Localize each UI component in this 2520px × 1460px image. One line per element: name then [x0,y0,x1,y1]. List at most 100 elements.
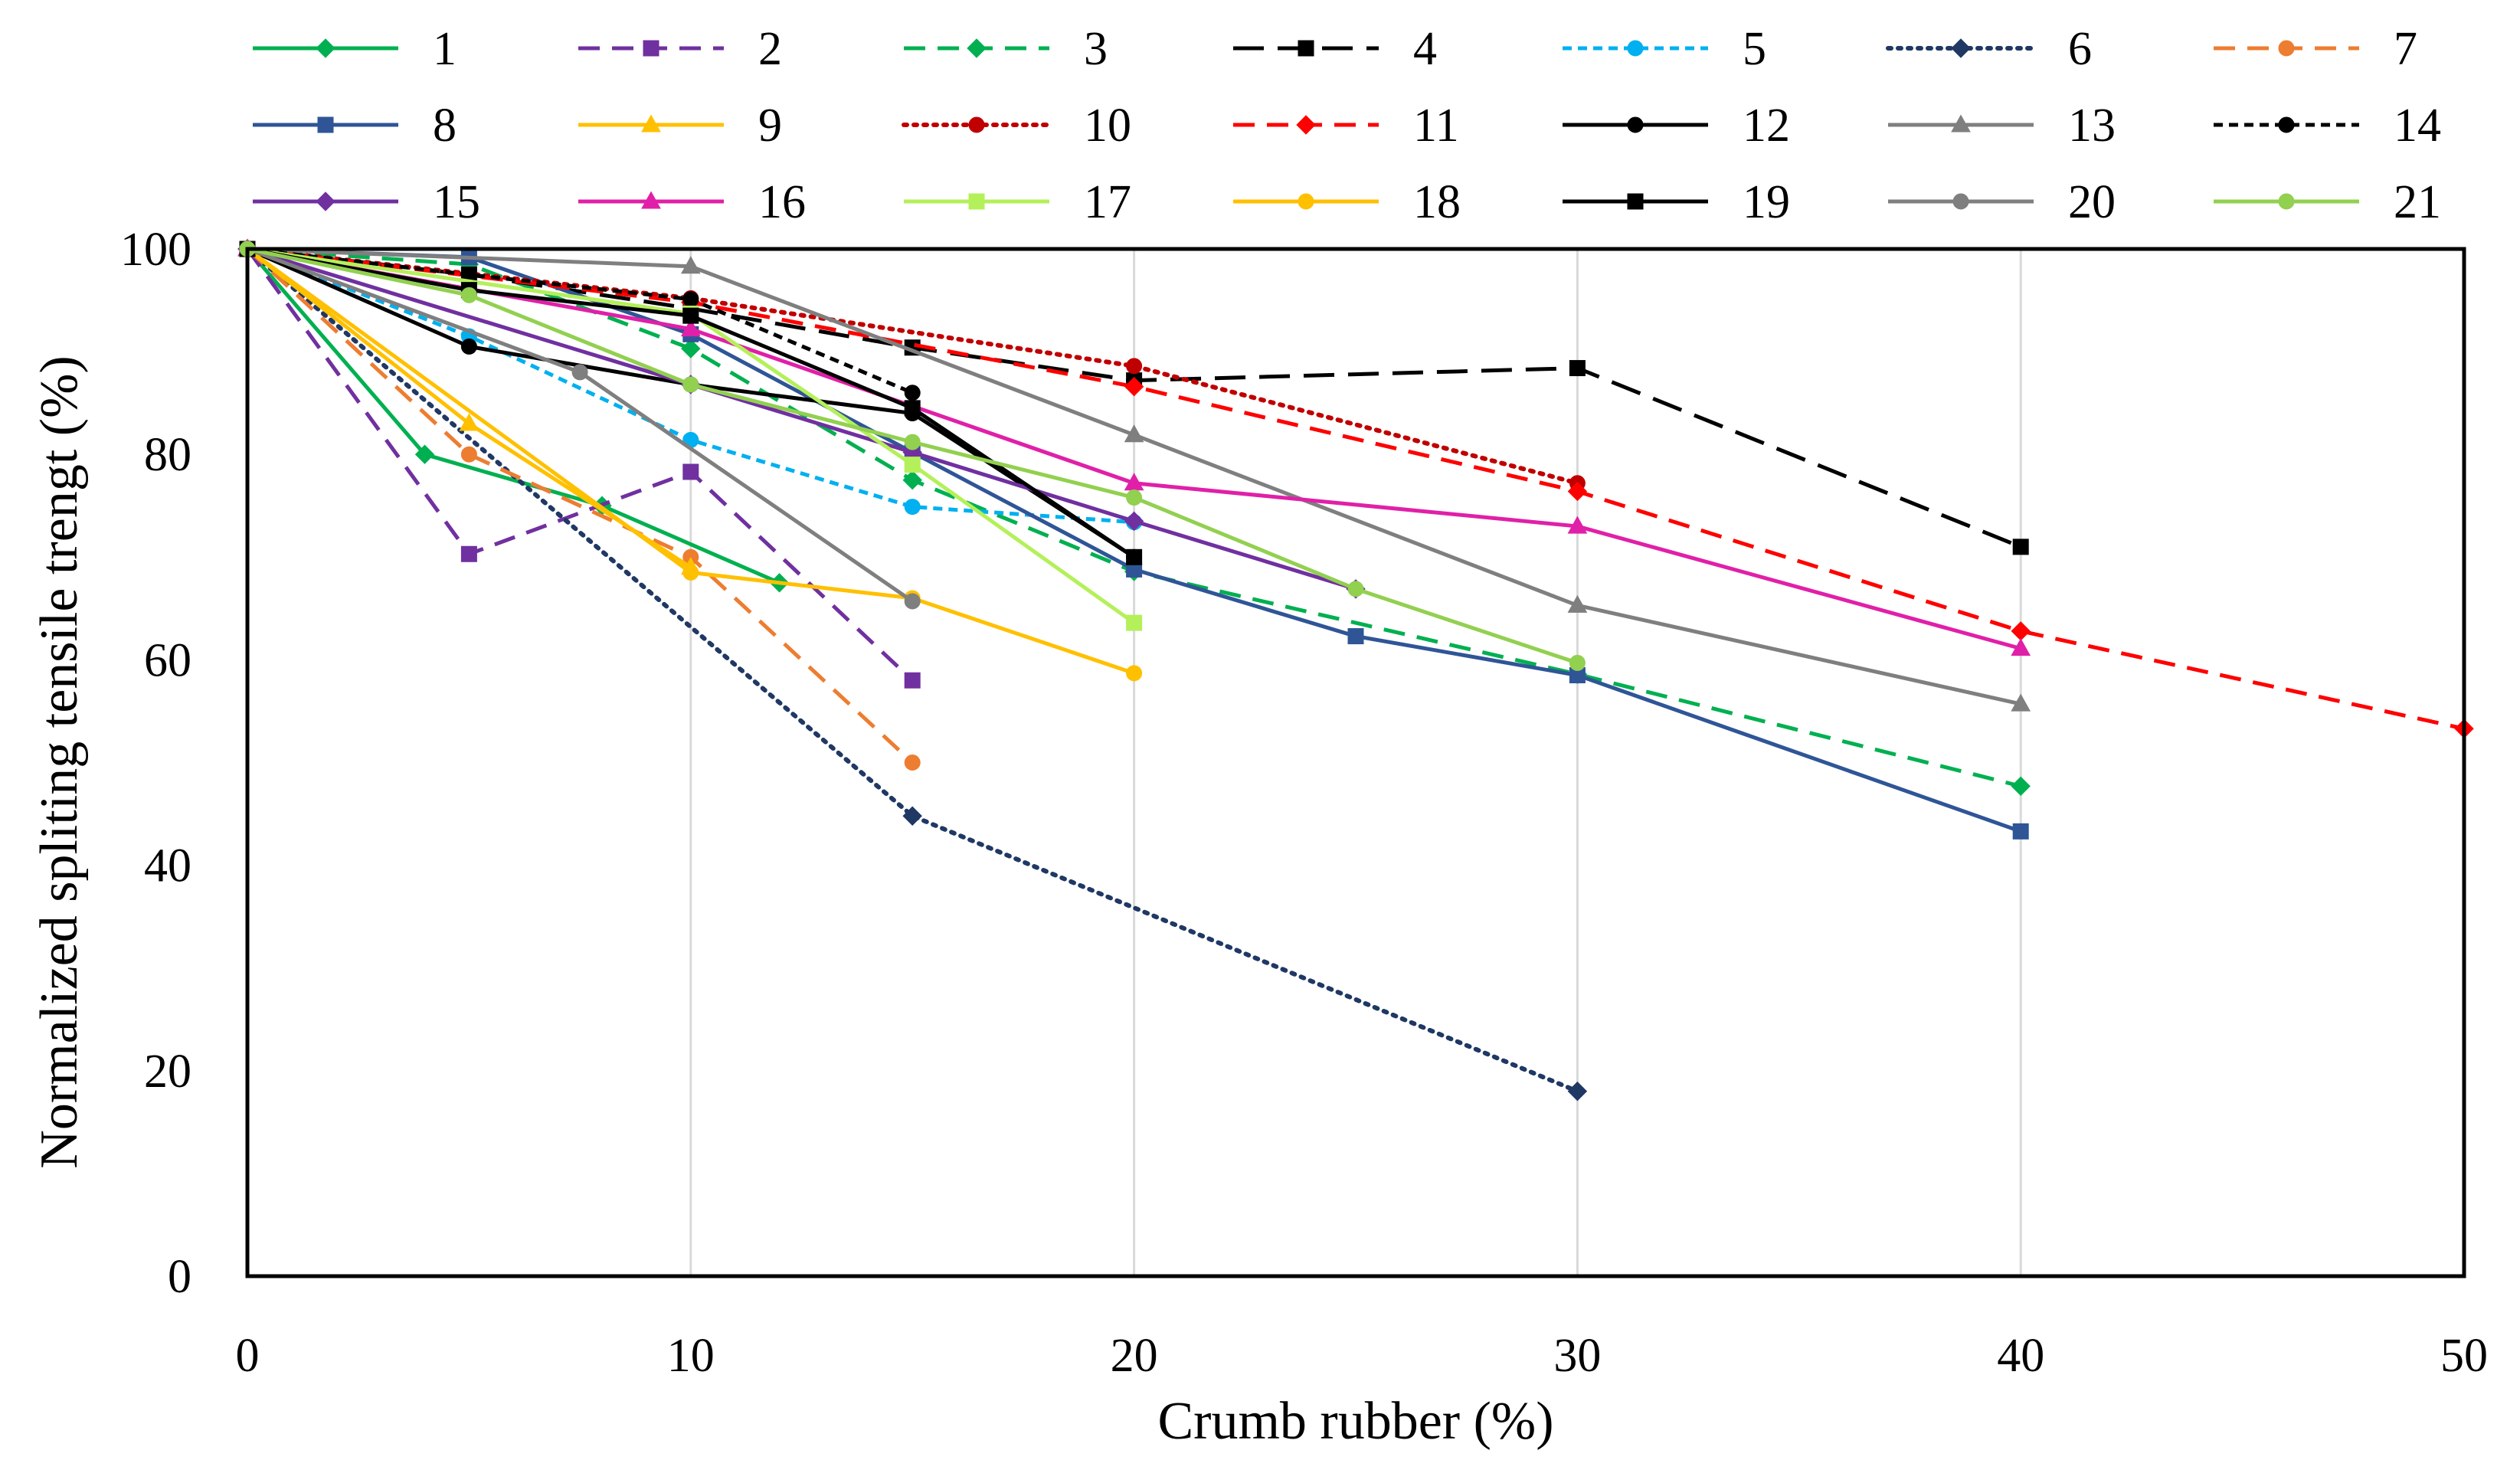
data-point-14-3 [904,385,921,401]
data-point-11-2 [1124,376,1144,397]
legend-swatch-marker [1627,116,1644,133]
legend-swatch-marker [1952,193,1969,210]
data-point-17-2 [904,457,921,473]
data-point-19-2 [682,307,699,324]
legend-entry-7: 7 [2214,23,2417,75]
y-tick-label: 20 [144,1046,191,1098]
legend-swatch-marker [2278,193,2295,210]
x-tick-label: 10 [667,1330,715,1382]
data-point-2-1 [460,545,477,562]
series-line-8 [247,247,2022,833]
legend-label: 17 [1084,176,1131,228]
data-point-12-1 [460,338,477,355]
data-point-2-3 [904,672,921,689]
data-point-19-3 [904,400,921,417]
data-point-15-3 [1124,511,1144,532]
data-point-10-2 [1126,358,1143,375]
data-point-7-3 [904,755,921,771]
data-point-21-2 [682,376,699,393]
data-point-13-1 [680,256,701,274]
data-point-18-1 [682,564,699,581]
data-point-21-4 [1126,489,1143,506]
legend-entry-6: 6 [1886,23,2092,75]
legend-entry-18: 18 [1233,176,1461,228]
legend-entry-1: 1 [253,23,457,75]
y-tick-label: 100 [120,224,191,276]
legend-swatch-marker [967,38,987,58]
legend-label: 11 [1413,100,1459,152]
legend-swatch-marker [1951,38,1971,58]
y-tick-label: 0 [168,1251,191,1303]
legend-entry-8: 8 [253,100,457,152]
legend-label: 16 [758,176,806,228]
series-line-17 [247,247,1136,625]
legend-swatch-marker [317,116,334,133]
data-point-1-1 [414,444,435,464]
data-point-6-2 [1567,1081,1588,1102]
legend-swatch-marker [2278,40,2295,57]
data-point-17-3 [1126,614,1143,631]
data-point-16-4 [2011,638,2031,656]
legend-label: 10 [1084,100,1131,152]
legend-entry-21: 21 [2214,176,2441,228]
legend-swatch-marker [968,116,985,133]
x-tick-label: 40 [1997,1330,2044,1382]
series-line-11 [247,247,2465,731]
data-point-20-2 [904,593,921,610]
x-axis-ticks: 0 10 20 30 40 50 [236,1330,2489,1382]
legend-label: 19 [1743,176,1790,228]
data-point-6-1 [902,806,922,826]
data-point-8-7 [2012,823,2029,840]
legend-entry-9: 9 [578,100,782,152]
plot-area-frame [245,247,2466,1278]
legend-entry-19: 19 [1563,176,1790,228]
legend-swatch-marker [1627,193,1644,210]
series-21 [239,241,1586,671]
legend-entry-14: 14 [2214,100,2441,152]
data-point-7-1 [460,446,477,463]
y-tick-label: 60 [144,634,191,686]
series-line-6 [245,247,1580,1094]
data-point-11-3 [1567,481,1588,502]
series-line-18 [246,247,1135,676]
data-point-2-2 [682,463,699,480]
y-axis-title: Normalized spliting tensile trengt (%) [30,355,89,1168]
data-point-16-3 [1567,516,1588,534]
legend-entry-12: 12 [1563,100,1790,152]
legend-label: 1 [433,23,457,75]
legend-swatch-marker [2278,116,2295,133]
legend-label: 21 [2394,176,2441,228]
data-point-3-3 [902,470,922,490]
legend-entry-13: 13 [1888,100,2116,152]
legend-label: 20 [2068,176,2116,228]
legend-label: 12 [1743,100,1790,152]
series-line-1 [246,247,781,585]
legend-swatch-marker [968,193,985,210]
data-point-18-3 [1126,665,1143,682]
x-tick-label: 20 [1111,1330,1158,1382]
legend-entry-4: 4 [1233,23,1437,75]
data-point-8-5 [1347,628,1364,645]
legend-label: 9 [758,100,782,152]
data-point-3-2 [681,339,701,358]
data-point-21-5 [1347,581,1364,597]
legend-swatch-marker [1298,193,1314,210]
legend-label: 4 [1413,23,1437,75]
x-tick-label: 0 [236,1330,260,1382]
legend-swatch-marker [643,40,659,57]
x-tick-label: 30 [1553,1330,1601,1382]
legend-swatch-marker [316,38,335,58]
data-point-4-6 [2012,538,2029,555]
data-point-21-6 [1569,654,1586,671]
legend-entry-10: 10 [902,100,1131,152]
legend-label: 15 [433,176,480,228]
legend-label: 5 [1743,23,1766,75]
data-point-5-3 [904,499,921,516]
data-point-9-1 [459,413,479,431]
legend-swatch-marker [316,192,335,211]
legend-swatch-marker [1296,115,1316,135]
legend-entry-11: 11 [1233,100,1459,152]
